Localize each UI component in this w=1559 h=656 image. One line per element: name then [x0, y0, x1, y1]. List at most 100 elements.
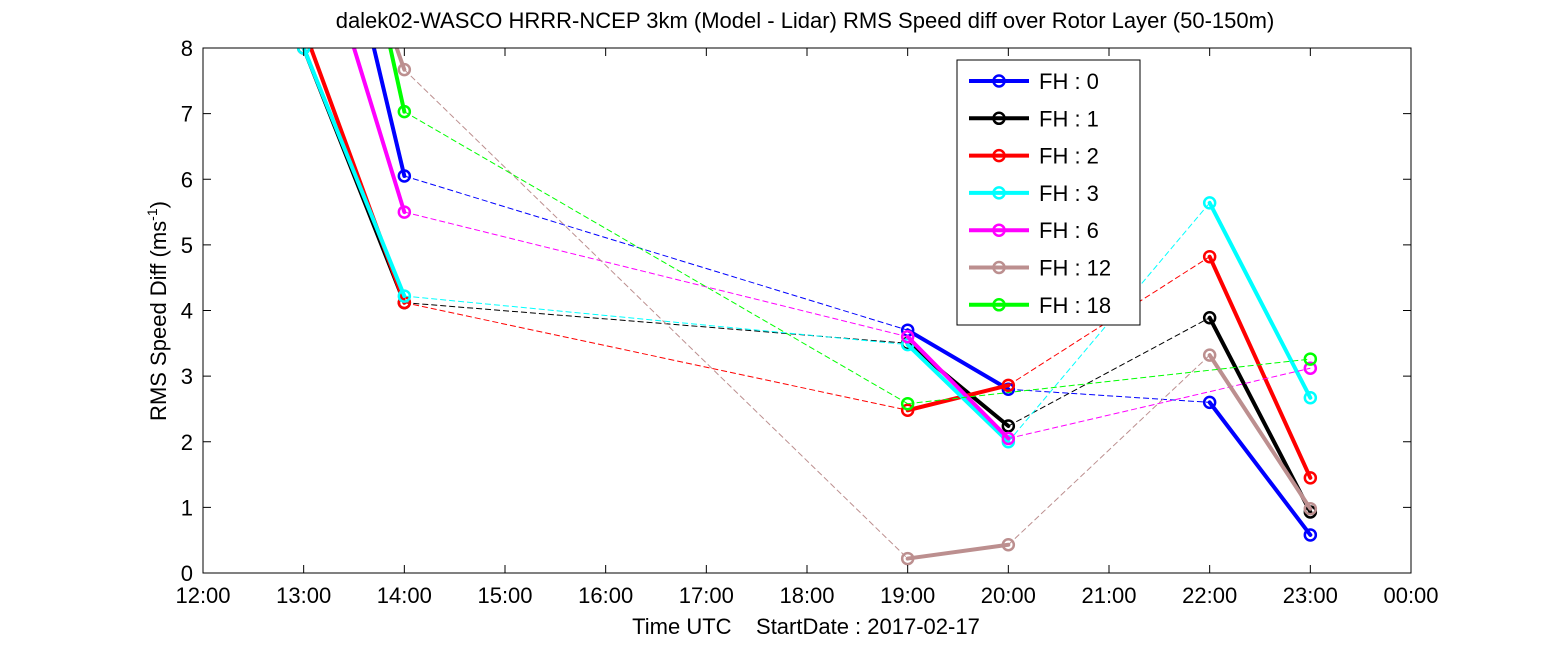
- series-fh-12: [394, 48, 1318, 566]
- y-tick-label: 0: [181, 561, 193, 586]
- x-tick-label: 21:00: [1081, 583, 1136, 608]
- series-fh-6: [351, 48, 1318, 446]
- series-solid-segment: [905, 342, 1011, 444]
- series-fh-3: [296, 48, 1318, 449]
- legend-item: FH : 2: [969, 144, 1099, 169]
- legend-marker: [992, 260, 1006, 275]
- legend-item: FH : 0: [969, 69, 1099, 94]
- data-point: [1303, 391, 1318, 405]
- series-dashed-segment: [404, 295, 908, 346]
- data-point: [397, 62, 412, 77]
- series-solid-segment: [1207, 400, 1313, 537]
- legend-label: FH : 12: [1039, 256, 1111, 281]
- data-point: [900, 330, 915, 344]
- legend-label: FH : 1: [1039, 106, 1099, 131]
- data-point: [1202, 249, 1217, 264]
- y-axis-label-superscript: -1: [144, 208, 160, 221]
- legend-item: FH : 18: [969, 293, 1111, 318]
- y-axis: 0 1 2 3 4 5 6 7 8: [181, 36, 1411, 586]
- x-tick-label: 16:00: [578, 583, 633, 608]
- series-dashed-segment: [1008, 388, 1210, 403]
- series-dashed-segment: [404, 175, 908, 331]
- data-point: [1001, 431, 1016, 446]
- x-tick-label: 19:00: [880, 583, 935, 608]
- legend: FH : 0 FH : 1 FH : 2 FH : 3 FH : 6 FH : 12 FH …: [956, 59, 1141, 326]
- legend-marker: [992, 111, 1006, 126]
- series-solid-segment: [1207, 353, 1313, 511]
- x-tick-label: 15:00: [477, 583, 532, 608]
- series-solid-segment: [905, 328, 1011, 392]
- legend-marker: [992, 74, 1006, 88]
- series-dashed-segment: [1008, 317, 1210, 427]
- data-point: [397, 169, 412, 183]
- y-tick-label: 5: [181, 233, 193, 258]
- series-solid-segment: [905, 542, 1011, 561]
- y-axis-label-close: ): [146, 201, 171, 208]
- series-dashed-segment: [403, 69, 909, 559]
- series-solid-segment: [301, 48, 407, 299]
- x-tick-label: 12:00: [175, 583, 230, 608]
- legend-marker: [992, 148, 1006, 163]
- legend-item: FH : 3: [969, 181, 1099, 206]
- x-tick-label: 00:00: [1383, 583, 1438, 608]
- data-point: [397, 289, 412, 303]
- series-dashed-segment: [1007, 354, 1211, 546]
- legend-label: FH : 0: [1039, 69, 1099, 94]
- data-point: [1303, 528, 1318, 542]
- data-point: [397, 104, 412, 119]
- x-tick-label: 22:00: [1182, 583, 1237, 608]
- y-axis-label-main: RMS Speed Diff (ms: [146, 221, 171, 421]
- data-point: [1001, 419, 1016, 433]
- series-fh-18: [388, 48, 1318, 411]
- legend-item: FH : 6: [969, 218, 1099, 243]
- series-solid-segment: [1207, 254, 1313, 480]
- x-axis-label: Time UTC StartDate : 2017-02-17: [632, 614, 980, 639]
- x-axis: 12:00 13:00 14:00 15:00 16:00 17:00 18:00 19:00…: [175, 48, 1439, 608]
- series-dashed-segment: [404, 302, 908, 411]
- data-point: [397, 205, 412, 219]
- y-axis-label: RMS Speed Diff (ms-1): [144, 201, 171, 421]
- x-tick-label: 13:00: [276, 583, 331, 608]
- series-solid-segment: [905, 334, 1011, 441]
- series-dashed-segment: [404, 111, 908, 405]
- series-fh-1: [296, 48, 1318, 519]
- series-solid-segment: [1207, 200, 1313, 400]
- series-dashed-segment: [404, 302, 908, 344]
- x-tick-label: 14:00: [377, 583, 432, 608]
- y-tick-label: 7: [181, 102, 193, 127]
- legend-label: FH : 2: [1039, 144, 1099, 169]
- data-point: [1303, 361, 1318, 375]
- series-layer: [296, 48, 1318, 566]
- data-point: [1001, 538, 1016, 552]
- y-tick-label: 3: [181, 364, 193, 389]
- series-solid-segment: [351, 48, 407, 215]
- series-fh-0: [371, 48, 1318, 542]
- plot-area: [202, 47, 1412, 574]
- legend-marker: [992, 298, 1006, 312]
- series-solid-segment: [905, 341, 1011, 428]
- y-tick-label: 4: [181, 299, 193, 324]
- legend-item: FH : 12: [969, 256, 1111, 281]
- data-point: [1202, 196, 1217, 210]
- series-dashed-segment: [404, 211, 908, 338]
- data-point: [1303, 471, 1318, 485]
- y-tick-label: 2: [181, 430, 193, 455]
- legend-label: FH : 18: [1039, 293, 1111, 318]
- y-tick-label: 6: [181, 167, 193, 192]
- legend-label: FH : 6: [1039, 218, 1099, 243]
- data-point: [1001, 378, 1016, 393]
- legend-item: FH : 1: [969, 106, 1099, 131]
- series-fh-2: [308, 48, 1318, 485]
- data-point: [900, 551, 915, 566]
- data-point: [1303, 352, 1318, 366]
- series-dashed-segment: [1008, 367, 1311, 439]
- data-point: [1202, 310, 1217, 325]
- data-point: [1303, 501, 1318, 516]
- data-point: [900, 396, 915, 411]
- legend-marker: [992, 223, 1006, 237]
- legend-marker: [992, 186, 1006, 200]
- series-dashed-segment: [907, 358, 1311, 405]
- legend-label: FH : 3: [1039, 181, 1099, 206]
- data-point: [1202, 348, 1217, 362]
